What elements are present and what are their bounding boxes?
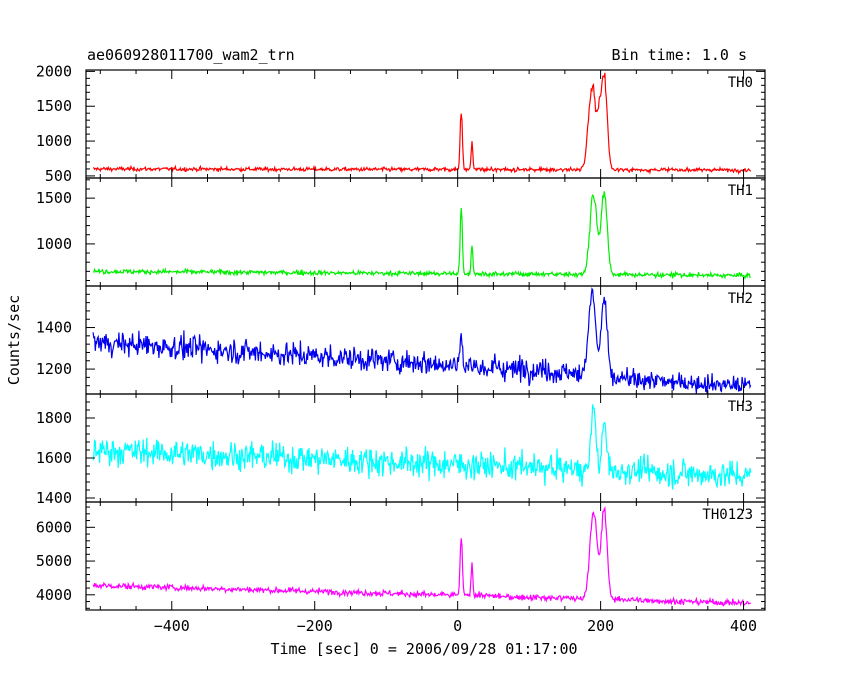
panel-name-label: TH3	[728, 399, 753, 415]
panel-frame	[85, 69, 766, 179]
y-tick-label: 6000	[36, 518, 72, 536]
y-tick-label: 2000	[36, 62, 72, 80]
panel-name-label: TH0123	[702, 507, 753, 523]
series-th0	[92, 72, 752, 175]
y-tick-label: 1600	[36, 449, 72, 467]
y-tick-label: 4000	[36, 586, 72, 604]
panel-name-label: TH2	[728, 291, 753, 307]
x-tick-label: 0	[453, 617, 462, 635]
y-tick-label: 1000	[36, 235, 72, 253]
bin-time-label: Bin time: 1.0 s	[612, 46, 747, 64]
x-tick-label: −200	[297, 617, 333, 635]
panel-th0: 500 1000 1500 2000 TH0	[36, 62, 766, 185]
x-tick-label: 200	[587, 617, 614, 635]
x-tick-label: 400	[730, 617, 757, 635]
chart-title: ae060928011700_wam2_trn	[87, 46, 295, 64]
y-tick-label: 1200	[36, 360, 72, 378]
y-tick-label: 1000	[36, 132, 72, 150]
x-axis-label: Time [sec] 0 = 2006/09/28 01:17:00	[270, 640, 577, 658]
panel-frame	[85, 285, 766, 395]
y-tick-label: 5000	[36, 552, 72, 570]
panel-name-label: TH1	[728, 183, 753, 199]
y-tick-label: 1400	[36, 319, 72, 337]
panel-th3: 1400 1600 1800 TH3	[36, 393, 766, 507]
series-th1	[92, 191, 751, 280]
y-tick-label: 1800	[36, 409, 72, 427]
y-tick-label: 1500	[36, 97, 72, 115]
panel-th0123: 4000 5000 6000 TH0123	[36, 501, 766, 611]
y-tick-label: 1500	[36, 189, 72, 207]
panel-th2: 1200 1400 TH2	[36, 285, 766, 395]
series-th0123	[92, 506, 752, 607]
x-tick-label: −400	[154, 617, 190, 635]
panel-name-label: TH0	[728, 75, 753, 91]
y-tick-label: 500	[45, 167, 72, 185]
series-th3	[92, 404, 752, 490]
panel-th1: 1000 1500 TH1	[36, 177, 766, 287]
panel-frame	[85, 501, 766, 611]
series-th2	[92, 287, 752, 394]
y-tick-label: 1400	[36, 489, 72, 507]
y-axis-label: Counts/sec	[5, 295, 23, 385]
